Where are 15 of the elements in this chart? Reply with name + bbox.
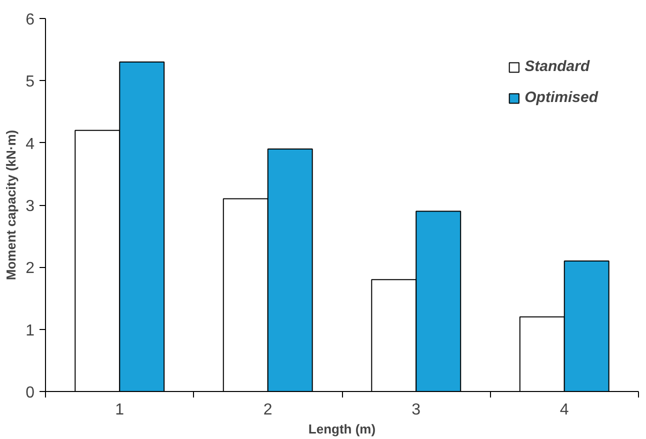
- y-tick-label: 6: [26, 12, 35, 28]
- x-axis-title: Length (m): [308, 422, 376, 436]
- x-tick-label: 2: [263, 402, 272, 418]
- legend-label: Standard: [524, 58, 590, 75]
- y-tick-label: 0: [26, 384, 35, 402]
- y-tick-label: 5: [26, 74, 35, 91]
- x-tick-label: 1: [115, 402, 124, 418]
- y-tick-label: 4: [26, 136, 35, 153]
- legend-label: Optimised: [524, 89, 598, 106]
- y-tick-label: 1: [26, 322, 35, 340]
- y-axis-title: Moment capacity (kN·m): [4, 130, 19, 280]
- y-tick-label: 2: [26, 260, 35, 278]
- x-tick-label: 4: [560, 402, 569, 418]
- y-tick-label: 3: [26, 198, 35, 215]
- x-tick-label: 3: [412, 402, 421, 418]
